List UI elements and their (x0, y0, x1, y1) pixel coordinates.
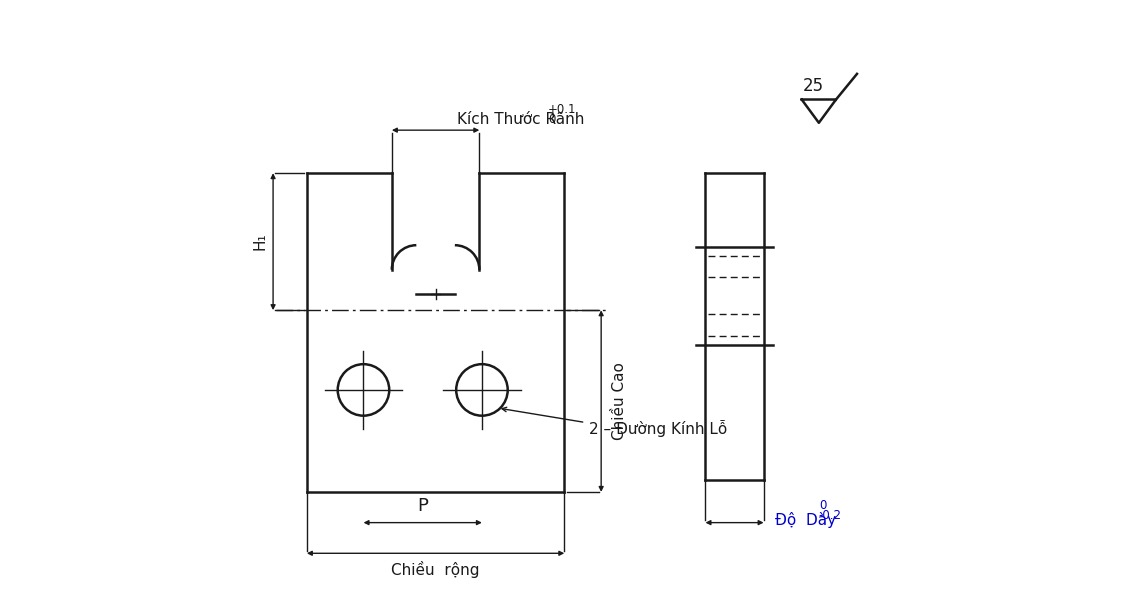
Text: 0: 0 (548, 113, 556, 126)
Text: +0.1: +0.1 (548, 103, 576, 116)
Text: 2 – Đường Kính Lỗ: 2 – Đường Kính Lỗ (589, 419, 727, 437)
Text: -0.2: -0.2 (819, 509, 842, 522)
Text: Kích Thước Rãnh: Kích Thước Rãnh (458, 112, 584, 127)
Text: Chiều  rộng: Chiều rộng (391, 561, 480, 578)
Text: 0: 0 (819, 498, 826, 512)
Text: P: P (418, 497, 428, 515)
Text: 25: 25 (803, 76, 824, 95)
Text: Chiều Cao: Chiều Cao (613, 362, 628, 440)
Text: H₁: H₁ (252, 233, 267, 251)
Text: Độ  Dày: Độ Dày (775, 511, 836, 527)
